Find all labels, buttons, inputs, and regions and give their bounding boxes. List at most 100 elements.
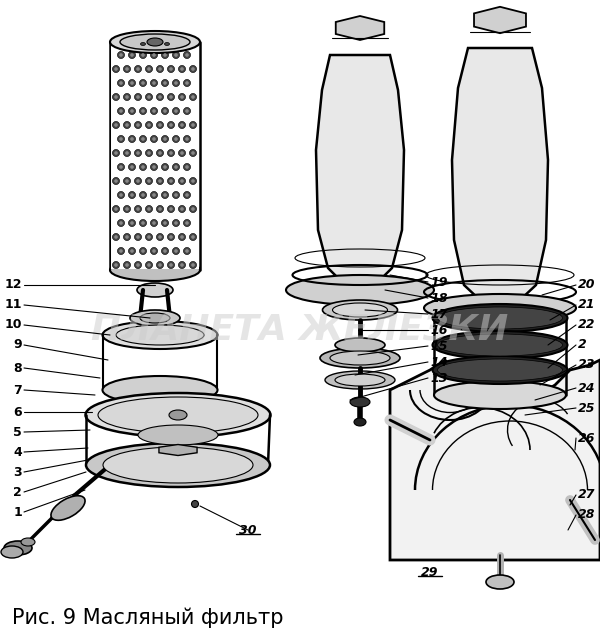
Circle shape [118, 51, 125, 59]
Circle shape [167, 205, 175, 212]
Circle shape [169, 207, 173, 211]
Circle shape [190, 94, 197, 100]
Ellipse shape [4, 541, 32, 555]
Circle shape [134, 94, 142, 100]
Circle shape [134, 121, 142, 128]
Ellipse shape [103, 376, 218, 404]
Circle shape [184, 248, 191, 255]
Circle shape [124, 262, 131, 269]
Circle shape [180, 263, 184, 267]
Circle shape [139, 107, 146, 114]
Circle shape [139, 191, 146, 198]
Circle shape [118, 164, 125, 171]
Circle shape [161, 51, 169, 59]
Circle shape [118, 164, 125, 171]
Circle shape [180, 179, 184, 183]
Circle shape [118, 51, 125, 59]
Ellipse shape [191, 501, 199, 507]
Circle shape [146, 121, 152, 128]
Circle shape [147, 67, 151, 71]
Circle shape [161, 164, 169, 171]
Circle shape [185, 81, 189, 85]
Circle shape [125, 207, 129, 211]
Circle shape [141, 53, 145, 57]
Circle shape [157, 121, 163, 128]
Circle shape [130, 165, 134, 169]
Circle shape [151, 248, 157, 255]
Circle shape [130, 137, 134, 141]
Ellipse shape [325, 371, 395, 389]
Circle shape [163, 53, 167, 57]
Circle shape [141, 109, 145, 112]
Ellipse shape [433, 304, 568, 332]
Ellipse shape [437, 307, 563, 329]
Circle shape [158, 179, 162, 183]
Ellipse shape [335, 374, 385, 386]
Circle shape [113, 233, 119, 241]
Circle shape [179, 178, 185, 185]
Circle shape [147, 179, 151, 183]
Text: 17: 17 [430, 308, 448, 320]
Text: 8: 8 [13, 362, 22, 375]
Circle shape [167, 262, 175, 269]
Polygon shape [336, 16, 384, 40]
Text: 16: 16 [430, 324, 448, 336]
Circle shape [130, 193, 134, 197]
Circle shape [158, 151, 162, 155]
Circle shape [184, 164, 191, 171]
Text: 24: 24 [578, 382, 595, 394]
Circle shape [167, 94, 175, 100]
Circle shape [114, 123, 118, 127]
Circle shape [191, 207, 195, 211]
Circle shape [190, 178, 197, 185]
Text: 19: 19 [430, 276, 448, 288]
Circle shape [130, 109, 134, 112]
Circle shape [167, 66, 175, 73]
Circle shape [146, 205, 152, 212]
Circle shape [180, 123, 184, 127]
Circle shape [179, 150, 185, 157]
Circle shape [113, 66, 119, 73]
Circle shape [163, 137, 167, 141]
Circle shape [161, 135, 169, 142]
Circle shape [146, 121, 152, 128]
Circle shape [191, 179, 195, 183]
Circle shape [124, 121, 131, 128]
Circle shape [174, 249, 178, 253]
Circle shape [190, 66, 197, 73]
Circle shape [173, 51, 179, 59]
Circle shape [139, 80, 146, 87]
Circle shape [157, 66, 163, 73]
Circle shape [184, 80, 191, 87]
Circle shape [158, 67, 162, 71]
Circle shape [139, 51, 146, 59]
Circle shape [169, 67, 173, 71]
Circle shape [128, 107, 136, 114]
Text: 25: 25 [578, 401, 595, 415]
Text: 10: 10 [5, 319, 22, 332]
Circle shape [128, 107, 136, 114]
Circle shape [147, 207, 151, 211]
Circle shape [139, 248, 146, 255]
Ellipse shape [140, 313, 170, 323]
Circle shape [190, 205, 197, 212]
Circle shape [184, 51, 191, 59]
Text: 28: 28 [578, 509, 595, 521]
Circle shape [128, 135, 136, 142]
Circle shape [146, 233, 152, 241]
Circle shape [163, 165, 167, 169]
Ellipse shape [116, 325, 204, 345]
Circle shape [190, 233, 197, 241]
Circle shape [146, 178, 152, 185]
Circle shape [190, 121, 197, 128]
Circle shape [163, 193, 167, 197]
Circle shape [179, 121, 185, 128]
Circle shape [167, 233, 175, 241]
Circle shape [157, 205, 163, 212]
Circle shape [118, 135, 125, 142]
Circle shape [151, 164, 157, 171]
Circle shape [124, 150, 131, 157]
Circle shape [184, 135, 191, 142]
Circle shape [134, 66, 142, 73]
Circle shape [113, 205, 119, 212]
